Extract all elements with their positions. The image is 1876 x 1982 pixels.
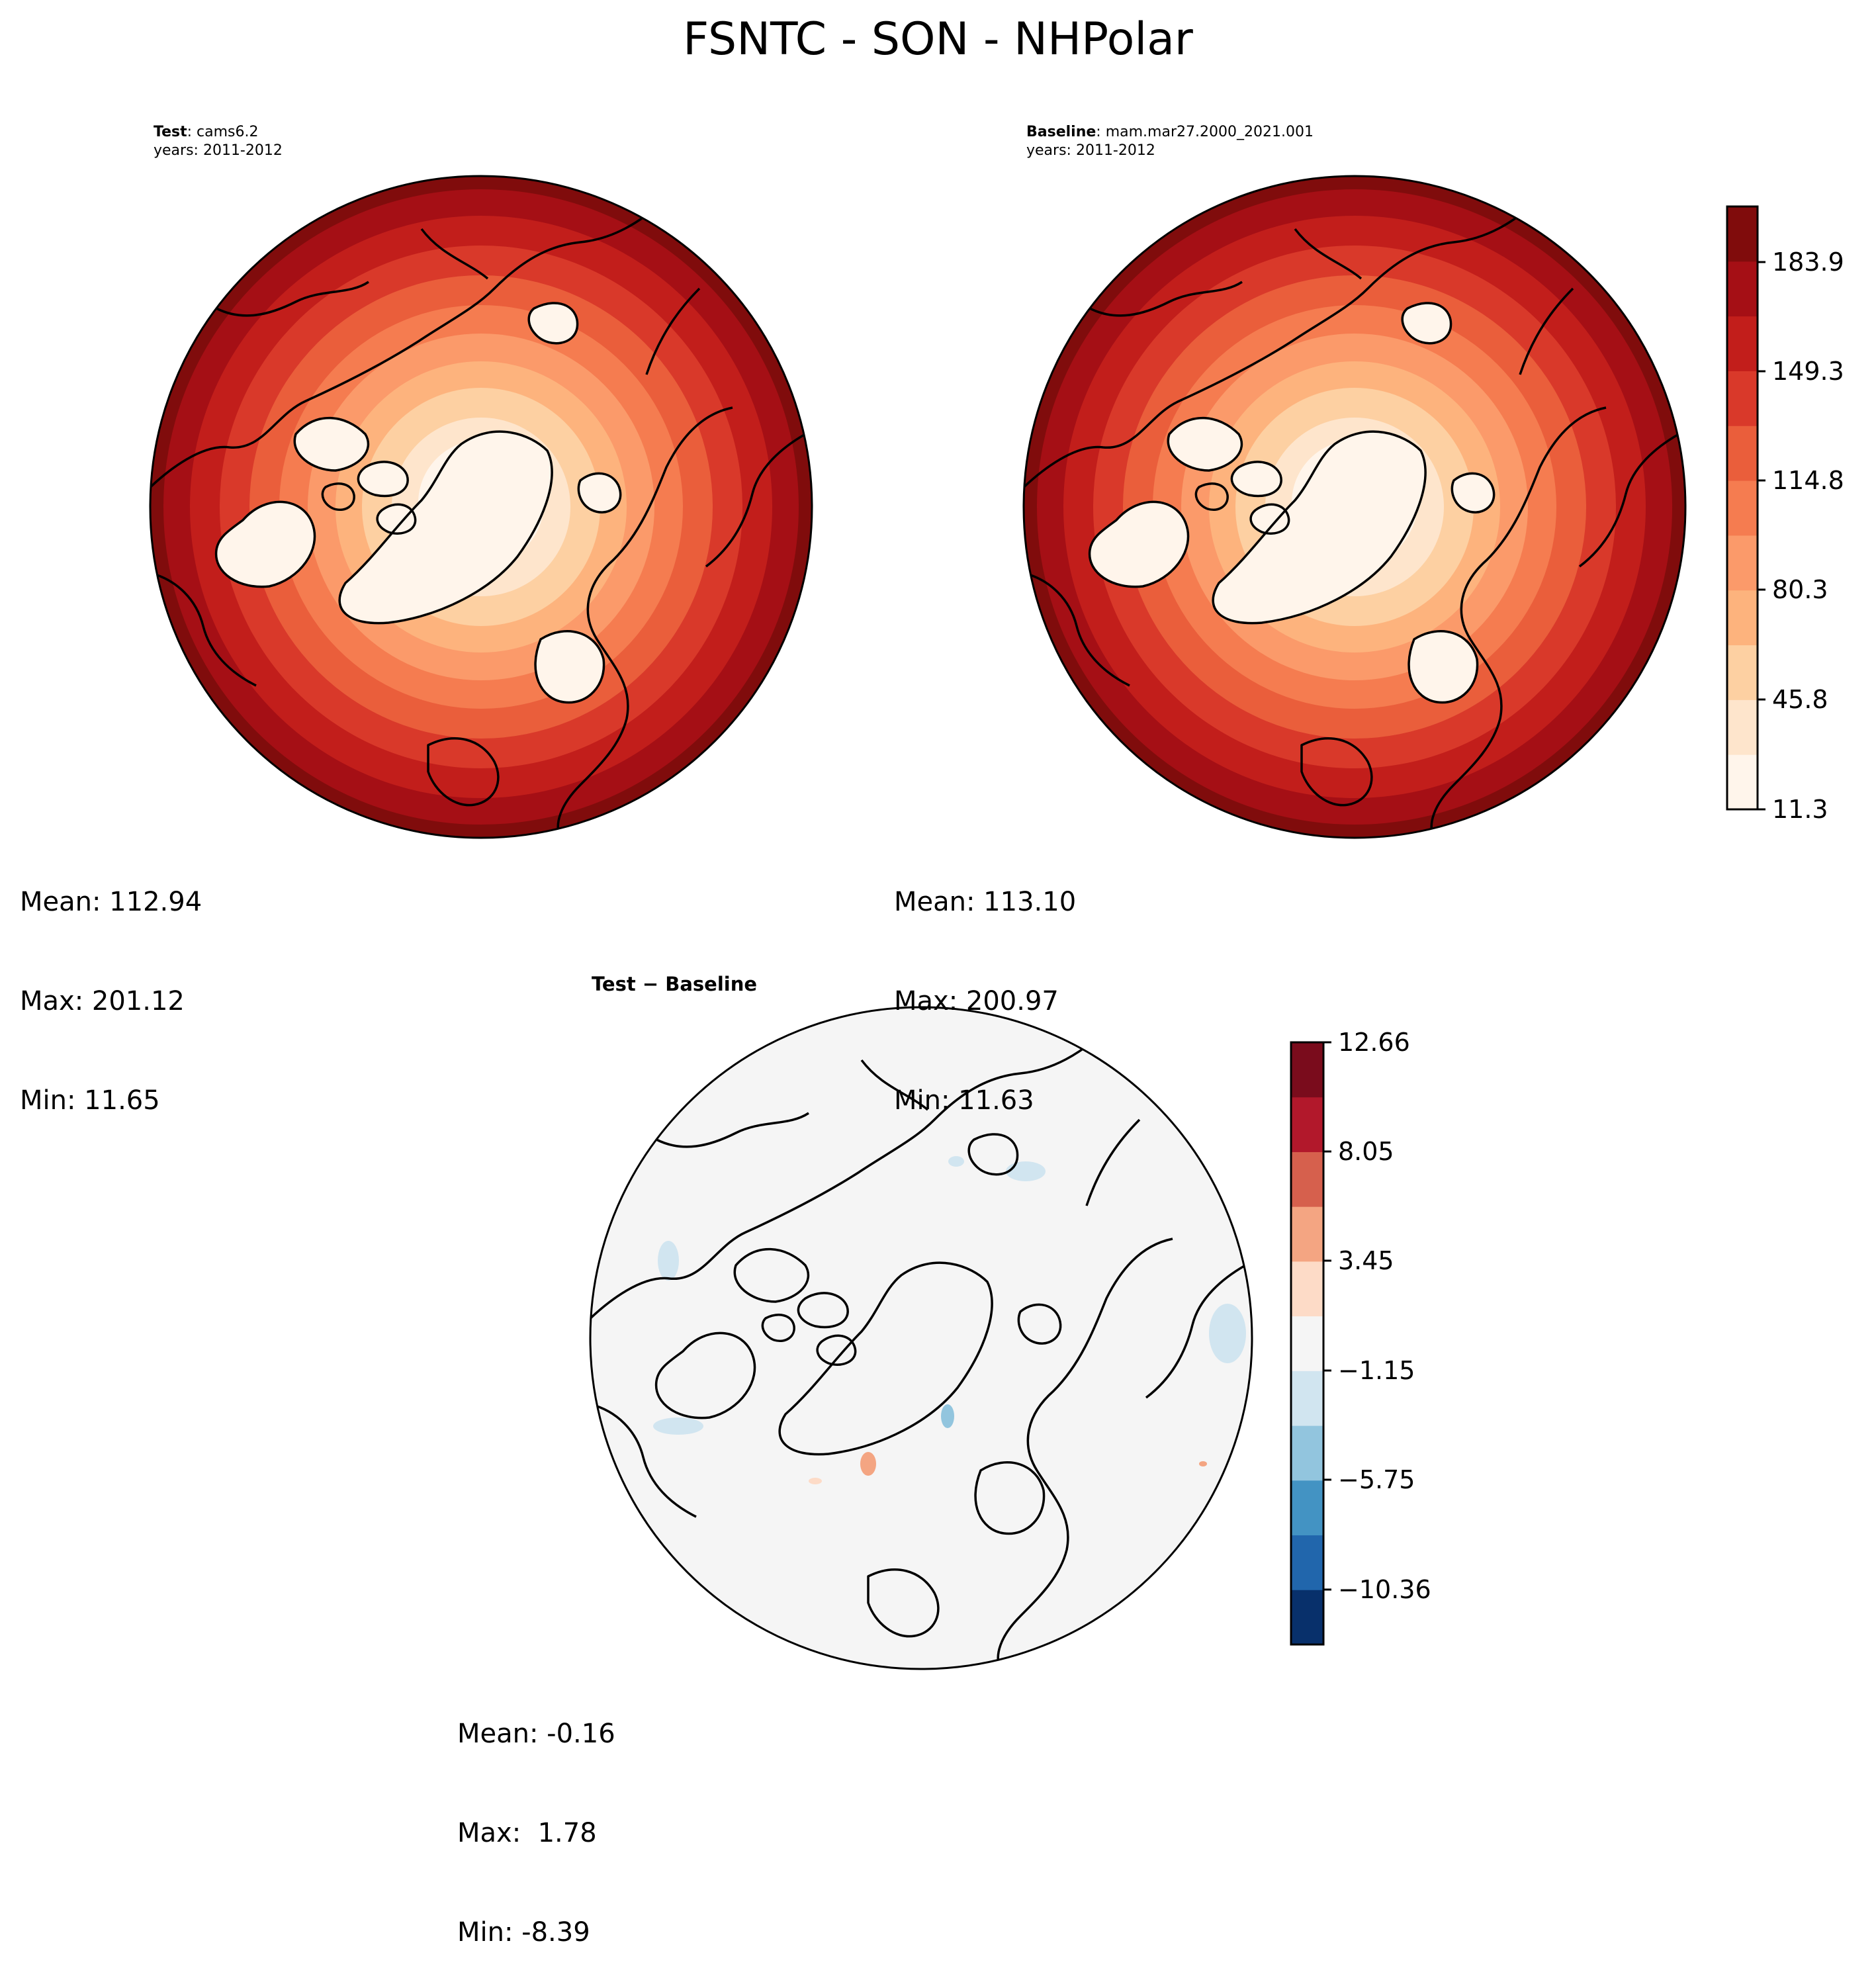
test-panel-header: Test: cams6.2 years: 2011-2012 [154,123,283,160]
colorbar-segment [1291,1206,1323,1262]
baseline-years: years: 2011-2012 [1026,142,1155,159]
test-label: Test [154,124,187,140]
test-years: years: 2011-2012 [154,142,283,159]
baseline-mean: Mean: 113.10 [894,887,1077,917]
colorbar-segment [1727,426,1758,481]
colorbar-segment [1727,754,1758,810]
main-colorbar [1727,206,1758,810]
test-map [149,175,813,839]
colorbar-segment [1291,1042,1323,1098]
main-colorbar-tick-3: 114.8 [1772,466,1844,495]
colorbar-segment [1727,535,1758,591]
baseline-min: Min: 11.63 [894,1085,1034,1116]
difference-colorbar-tick-marks [1323,1041,1331,1591]
colorbar-segment [1291,1371,1323,1426]
test-case-name: : cams6.2 [187,124,259,140]
baseline-panel-header: Baseline: mam.mar27.2000_2021.001 years:… [1026,123,1314,160]
difference-colorbar-tick-1: 12.66 [1338,1028,1410,1057]
test-stats: Mean: 112.94 Max: 201.12 Min: 11.65 [20,819,202,1150]
colorbar-segment [1291,1097,1323,1152]
main-colorbar-tick-6: 11.3 [1772,795,1828,824]
colorbar-segment [1291,1151,1323,1207]
colorbar-segment [1727,261,1758,317]
difference-colorbar-tick-2: 8.05 [1338,1137,1394,1166]
figure-canvas [149,175,1765,1670]
colorbar-segment [1727,590,1758,646]
colorbar-segment [1727,645,1758,700]
difference-colorbar-tick-3: 3.45 [1338,1246,1394,1275]
test-max: Max: 201.12 [20,986,185,1016]
difference-colorbar-frame [1290,1041,1325,1646]
baseline-case-name: : mam.mar27.2000_2021.001 [1096,124,1314,140]
colorbar-segment [1291,1425,1323,1481]
difference-max: Max: 1.78 [457,1818,597,1848]
baseline-map [1022,175,1687,839]
baseline-max: Max: 200.97 [894,986,1059,1016]
main-colorbar-tick-4: 80.3 [1772,575,1828,604]
main-colorbar-tick-marks [1758,261,1765,811]
colorbar-segment [1291,1535,1323,1590]
colorbar-segment [1727,206,1758,262]
difference-map [589,1006,1253,1670]
colorbar-segment [1291,1480,1323,1536]
difference-colorbar-tick-4: −1.15 [1338,1356,1415,1385]
difference-colorbar-tick-5: −5.75 [1338,1465,1415,1494]
main-colorbar-tick-1: 183.9 [1772,248,1844,277]
colorbar-segment [1727,316,1758,371]
difference-colorbar-tick-6: −10.36 [1338,1575,1431,1604]
test-mean: Mean: 112.94 [20,887,202,917]
main-colorbar-tick-5: 45.8 [1772,685,1828,714]
colorbar-segment [1727,371,1758,426]
difference-title: Test − Baseline [592,973,758,995]
main-colorbar-frame [1726,205,1759,811]
baseline-label: Baseline [1026,124,1096,140]
difference-mean: Mean: -0.16 [457,1719,615,1749]
colorbar-segment [1291,1590,1323,1645]
difference-colorbar [1291,1042,1323,1645]
test-min: Min: 11.65 [20,1085,160,1116]
figure-title: FSNTC - SON - NHPolar [683,13,1193,66]
colorbar-segment [1727,480,1758,536]
colorbar-segment [1291,1261,1323,1317]
difference-min: Min: -8.39 [457,1917,590,1948]
colorbar-segment [1727,699,1758,755]
difference-stats: Mean: -0.16 Max: 1.78 Min: -8.39 [457,1651,615,1982]
main-colorbar-tick-2: 149.3 [1772,357,1844,386]
baseline-stats: Mean: 113.10 Max: 200.97 Min: 11.63 [894,819,1076,1150]
colorbar-segment [1291,1316,1323,1371]
